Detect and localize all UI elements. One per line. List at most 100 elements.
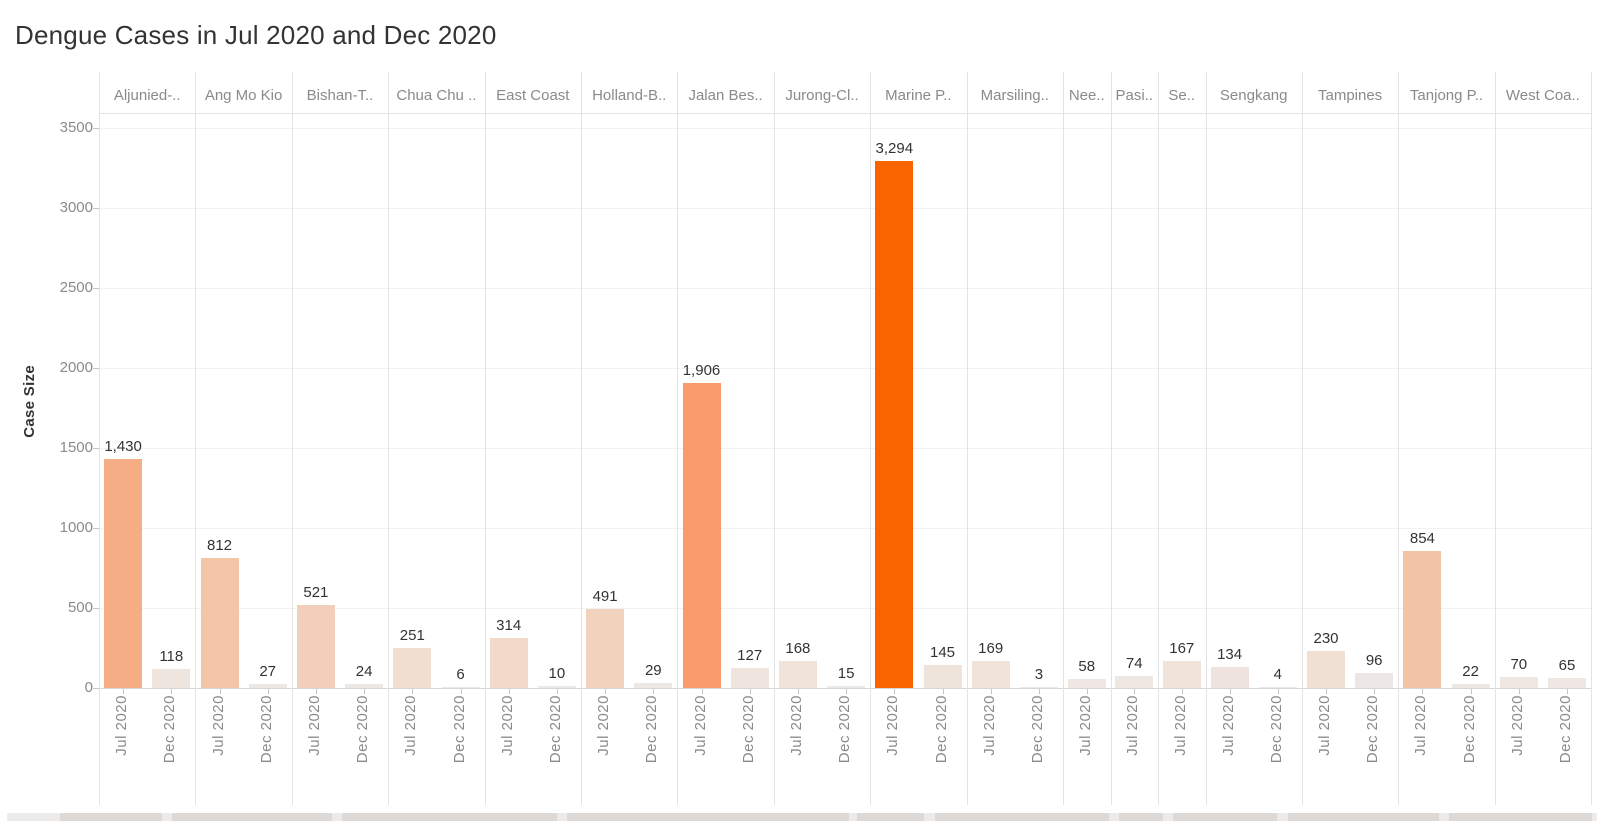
jul-bar[interactable] (393, 648, 432, 688)
jul-bar[interactable] (1067, 679, 1106, 688)
x-tick-mark (1374, 689, 1376, 694)
x-tick-mark (1086, 689, 1088, 694)
x-tick-label: Dec 2020 (450, 695, 468, 764)
dec-bar[interactable] (827, 686, 866, 688)
x-tick-mark (1470, 689, 1472, 694)
header-underline (99, 113, 1592, 114)
y-tick-mark (93, 128, 99, 129)
gridline (99, 368, 1592, 369)
x-tick-mark (846, 689, 848, 694)
dec-bar[interactable] (923, 665, 962, 688)
x-tick-mark (556, 689, 558, 694)
bar-value-label: 4 (1273, 666, 1282, 683)
dec-bar[interactable] (1451, 684, 1490, 688)
column-header[interactable]: Jurong-Cl.. (785, 87, 859, 104)
x-tick-mark (605, 689, 607, 694)
dec-bar[interactable] (634, 683, 673, 688)
column-header[interactable]: Tanjong P.. (1409, 87, 1484, 104)
dec-bar[interactable] (1258, 687, 1297, 688)
dec-bar[interactable] (1548, 678, 1586, 688)
column-header[interactable]: Aljunied-.. (113, 87, 181, 104)
jul-bar[interactable] (1403, 551, 1442, 688)
dec-bar[interactable] (152, 669, 191, 688)
y-tick-mark (93, 608, 99, 609)
jul-bar[interactable] (296, 605, 335, 688)
column-header[interactable]: Marine P.. (885, 87, 952, 104)
column-header[interactable]: Chua Chu .. (396, 87, 477, 104)
column-separator (1591, 72, 1593, 805)
jul-bar[interactable] (586, 609, 625, 688)
dec-bar[interactable] (1355, 673, 1394, 688)
column-header[interactable]: West Coa.. (1505, 87, 1580, 104)
dec-bar[interactable] (1019, 687, 1058, 688)
column-header[interactable]: Bishan-T.. (306, 87, 374, 104)
scroll-strip-segment[interactable] (60, 813, 162, 821)
column-separator (99, 72, 100, 805)
x-tick-label: Jul 2020 (1316, 695, 1333, 756)
scroll-strip-segment[interactable] (1288, 813, 1439, 821)
gridline (99, 448, 1592, 449)
x-tick-mark (364, 689, 366, 694)
x-tick-mark (412, 689, 414, 694)
scroll-strip-segment[interactable] (1173, 813, 1277, 821)
dec-bar[interactable] (248, 684, 287, 688)
x-tick-mark (1422, 689, 1424, 694)
jul-bar[interactable] (1499, 677, 1538, 688)
dec-bar[interactable] (441, 687, 480, 688)
jul-bar[interactable] (971, 661, 1010, 688)
bar-value-label: 24 (355, 663, 373, 680)
scroll-strip-segment[interactable] (342, 813, 557, 821)
column-header[interactable]: Jalan Bes.. (688, 87, 763, 104)
column-separator (1301, 72, 1303, 805)
jul-bar[interactable] (1115, 676, 1154, 688)
column-header[interactable]: Se.. (1168, 87, 1196, 104)
column-header[interactable]: East Coast (496, 87, 570, 104)
column-header[interactable]: Tampines (1317, 87, 1383, 104)
column-header[interactable]: Nee.. (1068, 87, 1105, 104)
jul-bar[interactable] (1210, 667, 1249, 688)
column-header[interactable]: Marsiling.. (980, 87, 1049, 104)
y-tick-label: 1500 (59, 439, 93, 456)
gridline (99, 608, 1592, 609)
x-tick-label: Dec 2020 (161, 695, 179, 764)
x-tick-label: Dec 2020 (643, 695, 661, 764)
bar-value-label: 3,294 (875, 140, 914, 157)
column-header[interactable]: Sengkang (1219, 87, 1288, 104)
bar-value-label: 65 (1558, 657, 1576, 674)
x-tick-label: Jul 2020 (1219, 695, 1237, 756)
dec-bar[interactable] (730, 668, 769, 688)
jul-bar[interactable] (1307, 651, 1345, 688)
dec-bar[interactable] (537, 686, 576, 688)
x-tick-label: Jul 2020 (1076, 695, 1094, 756)
gridline (99, 128, 1592, 129)
scroll-strip-segment[interactable] (172, 813, 332, 821)
scroll-strip-segment[interactable] (935, 813, 1109, 821)
x-tick-label: Dec 2020 (1364, 695, 1382, 764)
column-header[interactable]: Pasi.. (1115, 87, 1153, 104)
x-tick-label: Jul 2020 (595, 695, 613, 756)
y-tick-label: 3500 (59, 119, 93, 136)
jul-bar[interactable] (1162, 661, 1201, 688)
column-header[interactable]: Ang Mo Kio (204, 87, 283, 104)
jul-bar[interactable] (200, 558, 239, 688)
column-header[interactable]: Holland-B.. (592, 87, 667, 104)
jul-bar[interactable] (104, 459, 143, 688)
column-separator (195, 72, 197, 805)
dec-bar[interactable] (345, 684, 384, 688)
jul-bar[interactable] (875, 161, 914, 688)
scroll-strip-segment[interactable] (1119, 813, 1163, 821)
x-tick-mark (1518, 689, 1520, 694)
x-tick-mark (1567, 689, 1568, 694)
scroll-strip-segment[interactable] (857, 813, 924, 821)
scroll-strip-segment[interactable] (567, 813, 849, 821)
x-tick-label: Dec 2020 (1267, 695, 1285, 764)
jul-bar[interactable] (778, 661, 817, 688)
jul-bar[interactable] (682, 383, 721, 688)
x-tick-label: Jul 2020 (691, 695, 709, 756)
jul-bar[interactable] (489, 638, 528, 688)
column-separator (484, 72, 486, 805)
gridline (99, 528, 1592, 529)
column-separator (870, 72, 872, 805)
scroll-strip-segment[interactable] (1449, 813, 1592, 821)
x-tick-label: Dec 2020 (836, 695, 854, 764)
